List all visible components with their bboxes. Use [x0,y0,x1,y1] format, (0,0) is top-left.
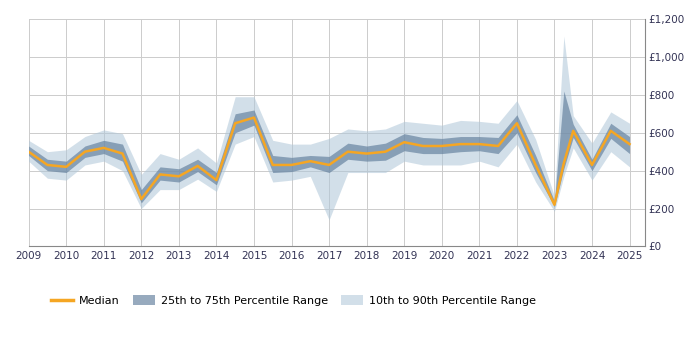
Median [363,152,371,156]
Median [456,142,465,146]
Median [25,149,33,154]
Median [344,149,352,154]
Median [287,163,295,167]
Median [438,144,446,148]
Median [137,197,146,201]
Median [382,149,390,154]
Median [156,172,164,176]
Median [99,146,108,150]
Median [569,129,577,133]
Median [80,149,89,154]
Median [550,203,559,207]
Median [118,152,127,156]
Median [400,140,408,144]
Median [306,159,314,163]
Median [269,163,277,167]
Median [531,163,540,167]
Median [607,129,615,133]
Median [559,161,568,165]
Median [625,142,634,146]
Legend: Median, 25th to 75th Percentile Range, 10th to 90th Percentile Range: Median, 25th to 75th Percentile Range, 1… [47,291,540,310]
Median [250,116,258,120]
Line: Median: Median [29,118,629,205]
Median [325,163,333,167]
Median [588,163,596,167]
Median [193,164,202,168]
Median [174,174,183,179]
Median [419,144,427,148]
Median [512,121,521,125]
Median [212,178,220,182]
Median [43,163,52,167]
Median [494,144,503,148]
Median [475,142,484,146]
Median [231,121,239,125]
Median [62,165,71,169]
